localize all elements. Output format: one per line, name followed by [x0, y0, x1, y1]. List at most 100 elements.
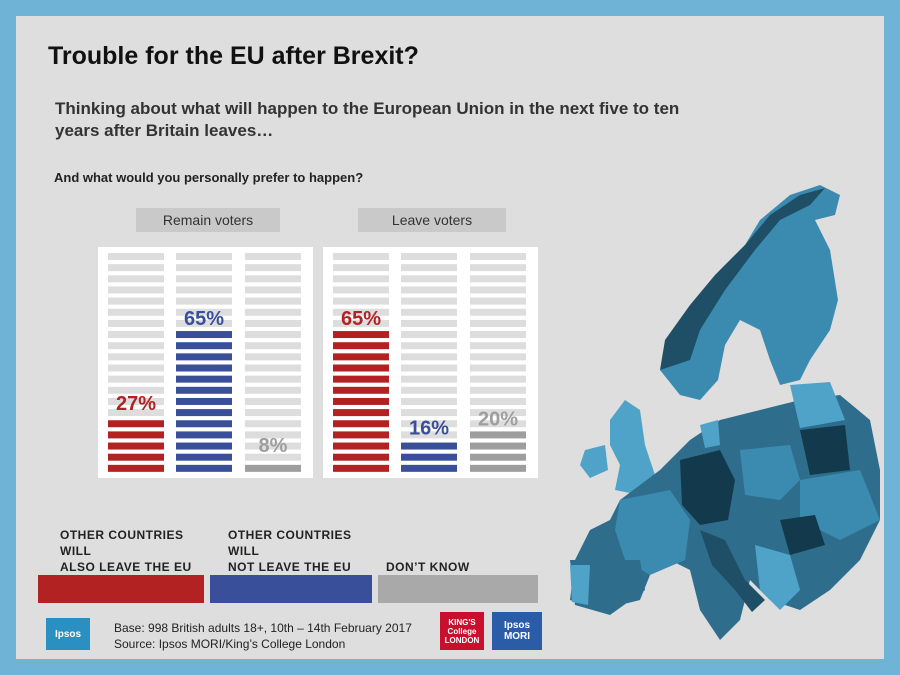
map-scandinavia — [660, 185, 840, 400]
background-stripe — [470, 386, 526, 394]
background-stripe — [245, 275, 301, 283]
background-stripe — [245, 397, 301, 405]
panel-background — [98, 247, 313, 478]
map-norway — [660, 188, 825, 370]
category-label-line: WILL — [60, 544, 92, 558]
background-stripe — [470, 353, 526, 361]
background-stripe — [108, 386, 164, 394]
category-label-line: NOT LEAVE THE EU — [228, 560, 352, 574]
bar — [470, 253, 526, 472]
map-france — [615, 490, 690, 575]
bar-segment — [108, 453, 164, 461]
bar-segment — [333, 353, 389, 361]
background-stripe — [470, 297, 526, 305]
background-stripe — [401, 431, 457, 439]
bar-segment — [333, 386, 389, 394]
background-stripe — [108, 286, 164, 294]
background-stripe — [401, 286, 457, 294]
ipsos-mori-logo: Ipsos MORI — [492, 612, 542, 650]
background-stripe — [401, 308, 457, 316]
category-label-line: OTHER COUNTRIES — [228, 528, 352, 542]
category-label-not-leave: OTHER COUNTRIES WILL NOT LEAVE THE EU — [228, 527, 352, 575]
background-stripe — [245, 375, 301, 383]
bar — [401, 253, 457, 472]
background-stripe — [401, 375, 457, 383]
background-stripe — [470, 397, 526, 405]
map-ukraine — [800, 470, 880, 540]
bar — [333, 253, 389, 472]
bar-segment — [176, 386, 232, 394]
background-stripe — [401, 253, 457, 260]
bar-segment — [176, 397, 232, 405]
background-stripe — [245, 420, 301, 428]
background-stripe — [245, 319, 301, 327]
background-stripe — [401, 342, 457, 350]
background-stripe — [333, 286, 389, 294]
background-stripe — [470, 342, 526, 350]
map-romania — [780, 515, 825, 555]
category-label-dont-know: DON’T KNOW — [386, 559, 470, 575]
background-stripe — [108, 409, 164, 417]
background-stripe — [401, 353, 457, 361]
bar-segment — [333, 364, 389, 372]
category-label-line: DON’T KNOW — [386, 560, 470, 574]
category-label-line: WILL — [228, 544, 260, 558]
background-stripe — [401, 397, 457, 405]
background-stripe — [108, 364, 164, 372]
bar-segment — [176, 331, 232, 339]
legend-bar-not-leave — [210, 575, 372, 603]
background-stripe — [245, 286, 301, 294]
base-text: Base: 998 British adults 18+, 10th – 14t… — [114, 621, 412, 635]
bar-segment — [176, 364, 232, 372]
background-stripe — [108, 297, 164, 305]
background-stripe — [470, 364, 526, 372]
ipsos-logo: Ipsos — [46, 618, 90, 650]
panel-header-remain: Remain voters — [136, 208, 280, 232]
europe-map — [570, 185, 880, 640]
bar-segment — [470, 464, 526, 472]
data-label: 8% — [259, 435, 288, 457]
background-stripe — [245, 442, 301, 450]
background-stripe — [176, 286, 232, 294]
background-stripe — [333, 308, 389, 316]
background-stripe — [245, 409, 301, 417]
data-label: 20% — [478, 408, 518, 430]
chart-title: Trouble for the EU after Brexit? — [48, 42, 419, 70]
background-stripe — [108, 275, 164, 283]
background-stripe — [333, 297, 389, 305]
category-label-also-leave: OTHER COUNTRIES WILL ALSO LEAVE THE EU — [60, 527, 192, 575]
bar-segment — [333, 342, 389, 350]
background-stripe — [108, 319, 164, 327]
background-stripe — [401, 331, 457, 339]
bar-segment — [333, 464, 389, 472]
background-stripe — [245, 453, 301, 461]
bar-segment — [176, 420, 232, 428]
background-stripe — [401, 409, 457, 417]
bar-segment — [176, 464, 232, 472]
bar-segment — [333, 331, 389, 339]
bar-segment — [401, 464, 457, 472]
background-stripe — [401, 420, 457, 428]
map-germany — [680, 450, 735, 525]
bar-segment — [176, 409, 232, 417]
data-label: 27% — [116, 393, 156, 415]
category-label-line: OTHER COUNTRIES — [60, 528, 184, 542]
background-stripe — [176, 264, 232, 272]
background-stripe — [176, 308, 232, 316]
background-stripe — [245, 431, 301, 439]
background-stripe — [245, 308, 301, 316]
bar-segment — [245, 464, 301, 472]
background-stripe — [108, 308, 164, 316]
legend-bar-dont-know — [378, 575, 538, 603]
bar-segment — [333, 397, 389, 405]
map-iberia-west — [570, 565, 590, 605]
bar-segment — [176, 442, 232, 450]
background-stripe — [108, 397, 164, 405]
background-stripe — [470, 319, 526, 327]
background-stripe — [245, 386, 301, 394]
bar-segment — [108, 420, 164, 428]
base-note: Base: 998 British adults 18+, 10th – 14t… — [114, 620, 412, 652]
background-stripe — [108, 331, 164, 339]
background-stripe — [401, 364, 457, 372]
bar-segment — [108, 442, 164, 450]
